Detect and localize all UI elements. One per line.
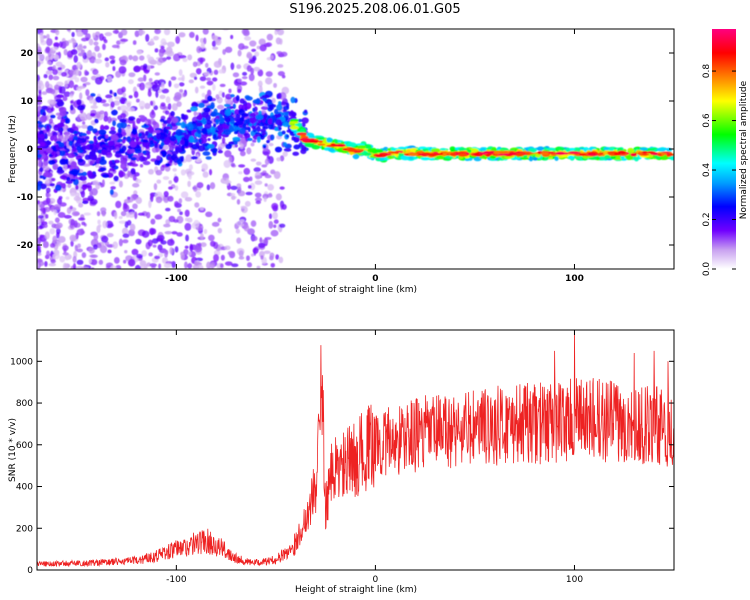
snr-xlabel: Height of straight line (km) (295, 585, 417, 595)
spectrogram-heatmap (37, 29, 674, 269)
colorbar (712, 29, 736, 269)
y-tick-label: 0 (27, 145, 33, 155)
x-tick-label: 100 (566, 575, 583, 585)
x-tick-label: 0 (372, 274, 378, 284)
x-tick-label: 100 (565, 274, 584, 284)
snr-plot-area (37, 330, 674, 568)
spectrogram-xlabel: Height of straight line (km) (295, 285, 417, 295)
colorbar-label: Normalized spectral amplitude (739, 80, 749, 219)
snr-ylabel: SNR (10 * v/v) (8, 418, 18, 482)
colorbar-tick-label: 0.8 (702, 64, 712, 79)
y-tick-label: 0 (27, 566, 33, 576)
y-tick-label: 200 (16, 524, 33, 534)
y-tick-label: 600 (16, 441, 33, 451)
page-title: S196.2025.208.06.01.G05 (289, 2, 461, 17)
y-tick-label: 20 (20, 49, 33, 59)
colorbar-axis: 0.0 0.2 0.4 0.6 0.8 (702, 64, 736, 277)
snr-series-line (37, 330, 674, 568)
y-tick-label: 1000 (10, 357, 33, 367)
x-tick-label: -100 (166, 575, 187, 585)
y-tick-label: 800 (16, 399, 33, 409)
colorbar-tick-label: 0.2 (702, 212, 712, 226)
snr-frame (36, 329, 675, 571)
y-tick-label: -20 (17, 241, 33, 251)
colorbar-tick-label: 0.4 (702, 163, 712, 178)
colorbar-tick-label: 0.6 (702, 113, 712, 128)
y-tick-label: -10 (17, 193, 33, 203)
spectrogram-ylabel: Frequency (Hz) (8, 115, 18, 183)
colorbar-tick-label: 0.0 (702, 262, 712, 277)
x-tick-label: -100 (165, 274, 188, 284)
x-tick-label: 0 (373, 575, 379, 585)
y-tick-label: 10 (20, 97, 33, 107)
y-tick-label: 400 (16, 483, 33, 493)
